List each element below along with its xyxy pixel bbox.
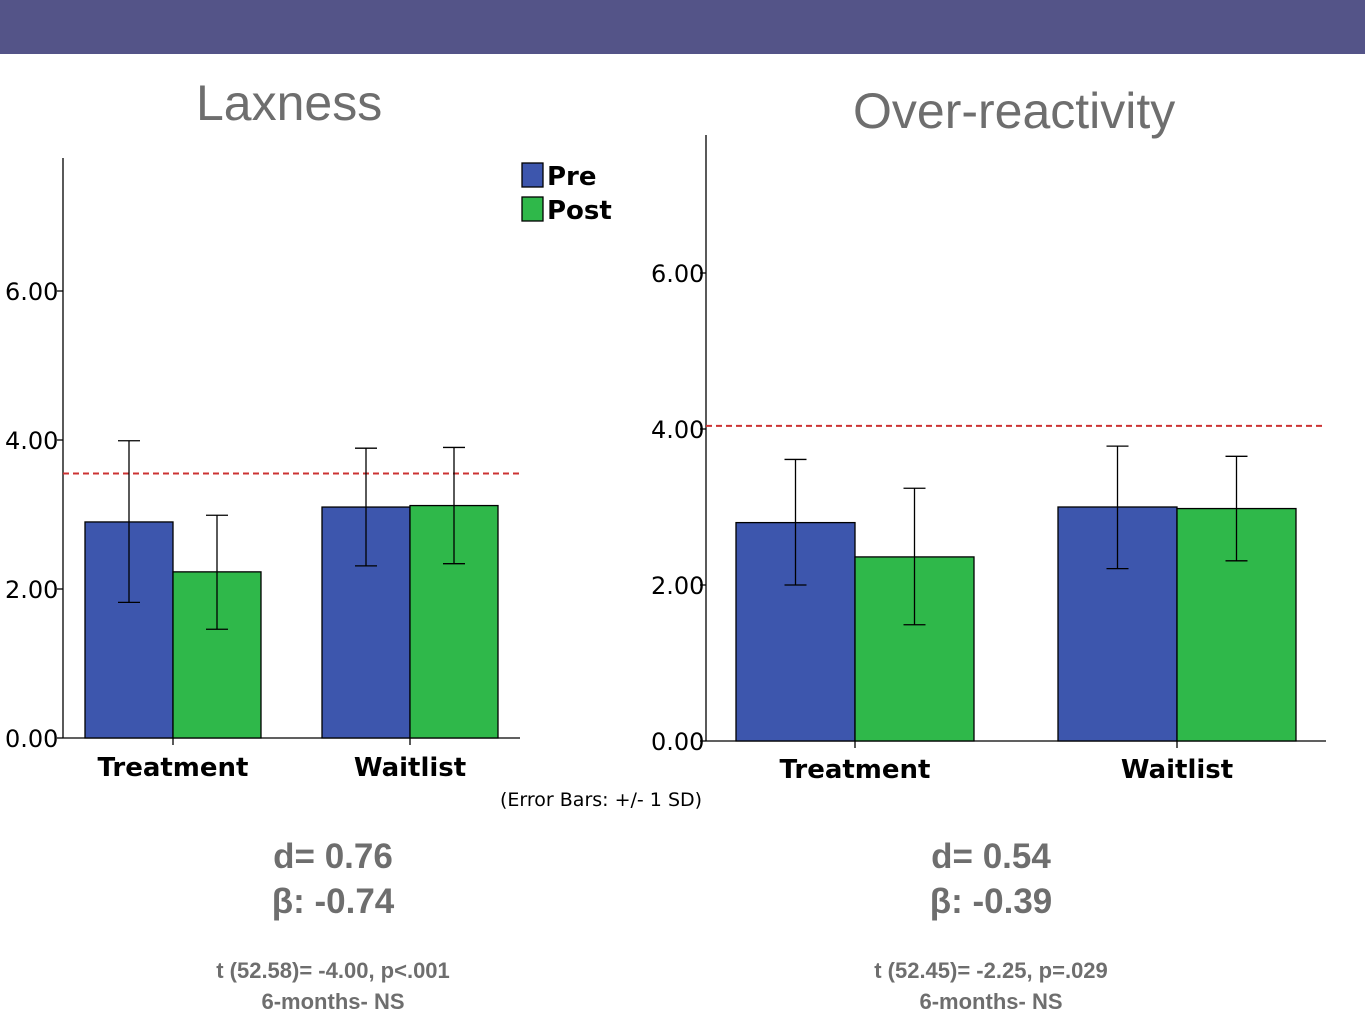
- over-reactivity-category-label: Waitlist: [1121, 755, 1233, 785]
- chart-title-over-reactivity: Over-reactivity: [853, 83, 1176, 139]
- header-bar: [0, 0, 1365, 54]
- over-reactivity-effect-size: d= 0.54: [931, 837, 1051, 876]
- over-reactivity-category-label: Treatment: [780, 755, 931, 785]
- laxness-beta: β: -0.74: [271, 882, 395, 921]
- laxness-y-tick-label: 4.00: [5, 427, 58, 455]
- over-reactivity-y-tick-label: 0.00: [651, 728, 704, 756]
- error-bars-note: (Error Bars: +/- 1 SD): [500, 789, 702, 811]
- laxness-category-label: Waitlist: [354, 753, 466, 783]
- laxness-y-tick-label: 6.00: [5, 278, 58, 306]
- laxness-bar-treatment-post: [172, 571, 262, 739]
- chart-title-laxness: Laxness: [196, 75, 383, 131]
- laxness-t-test: t (52.58)= -4.00, p<.001: [216, 958, 450, 983]
- over-reactivity-beta: β: -0.39: [929, 882, 1053, 921]
- over-reactivity-t-test: t (52.45)= -2.25, p=.029: [874, 958, 1108, 983]
- legend-label-post: Post: [547, 196, 612, 226]
- laxness-y-tick-label: 0.00: [5, 725, 58, 753]
- over-reactivity-followup: 6-months- NS: [919, 989, 1063, 1014]
- laxness-y-tick-label: 2.00: [5, 576, 58, 604]
- over-reactivity-y-tick-label: 4.00: [651, 416, 704, 444]
- laxness-effect-size: d= 0.76: [273, 837, 393, 876]
- legend-swatch-pre: [521, 162, 544, 188]
- legend-swatch-post: [521, 196, 544, 222]
- laxness-category-label: Treatment: [98, 753, 249, 783]
- legend-label-pre: Pre: [547, 162, 597, 192]
- over-reactivity-y-tick-label: 2.00: [651, 572, 704, 600]
- laxness-followup: 6-months- NS: [261, 989, 405, 1014]
- over-reactivity-y-tick-label: 6.00: [651, 260, 704, 288]
